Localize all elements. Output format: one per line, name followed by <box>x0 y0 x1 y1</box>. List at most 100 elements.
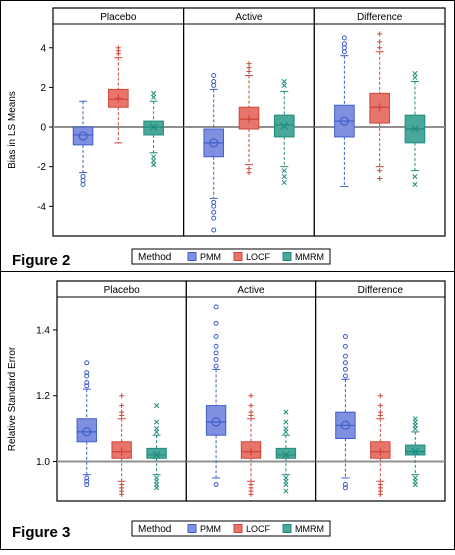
box-body <box>205 405 227 436</box>
panel-header-label: Placebo <box>100 12 137 23</box>
figure-label: Figure 3 <box>12 524 70 541</box>
outlier-point <box>377 39 383 45</box>
outlier-point <box>342 343 348 349</box>
outlier-point <box>377 409 383 415</box>
outlier-point <box>377 403 383 409</box>
box-mmrm-active <box>273 78 295 186</box>
y-tick-label: 1.0 <box>36 457 50 468</box>
box-mmrm-placebo <box>143 90 164 168</box>
mean-marker <box>411 447 420 456</box>
outlier-point <box>119 409 125 415</box>
outlier-point <box>342 482 348 488</box>
outlier-point <box>211 73 217 79</box>
outlier-point <box>342 333 348 339</box>
outlier-point <box>341 35 347 41</box>
outlier-point <box>119 393 125 399</box>
legend-title: Method <box>138 252 171 263</box>
outlier-point <box>213 343 219 349</box>
outlier-point <box>151 90 157 96</box>
mean-marker <box>114 94 123 103</box>
mean-marker <box>209 138 219 148</box>
outlier-point <box>211 209 217 215</box>
outlier-point <box>84 373 90 379</box>
box-locf-active <box>238 61 260 176</box>
box-body <box>275 447 297 459</box>
legend-swatch-mmrm <box>282 524 292 533</box>
legend-swatch-locf <box>233 252 243 261</box>
box-locf-difference <box>369 31 390 182</box>
y-tick-label: 2 <box>40 83 46 94</box>
outlier-point <box>281 179 287 186</box>
outlier-point <box>342 373 348 379</box>
panel-header-label: Difference <box>358 285 404 296</box>
box-pmm-difference <box>334 35 355 187</box>
outlier-point <box>119 491 125 497</box>
outlier-point <box>342 360 348 366</box>
outlier-point <box>246 61 252 67</box>
outlier-point <box>151 162 157 168</box>
mean-marker <box>117 447 126 456</box>
outlier-point <box>283 419 289 425</box>
y-tick-label: 0 <box>40 123 46 134</box>
outlier-point <box>84 360 90 366</box>
y-tick-label: -2 <box>37 162 46 173</box>
mean-marker <box>375 103 384 112</box>
mean-marker <box>376 447 385 456</box>
panel-frame <box>52 7 185 237</box>
box-locf-active <box>240 393 262 497</box>
legend-swatch-pmm <box>187 252 197 261</box>
outlier-point <box>80 181 86 187</box>
outlier-point <box>377 393 383 399</box>
legend: Method PMM LOCF MMRM <box>131 520 331 537</box>
outlier-point <box>281 174 287 180</box>
mean-marker <box>280 122 289 130</box>
outlier-point <box>211 203 217 209</box>
panel-header-label: Active <box>237 285 265 296</box>
box-locf-placebo <box>111 393 132 497</box>
box-mmrm-placebo <box>146 403 167 491</box>
box-mmrm-difference <box>405 416 426 488</box>
box-pmm-placebo <box>76 360 97 488</box>
figure-label: Figure 2 <box>12 252 70 269</box>
legend: Method PMM LOCF MMRM <box>131 248 331 265</box>
outlier-point <box>213 357 219 363</box>
box-locf-placebo <box>108 45 129 144</box>
box-pmm-placebo <box>72 100 94 187</box>
box-body <box>72 126 94 146</box>
outlier-point <box>84 383 90 389</box>
outlier-point <box>154 419 160 425</box>
legend-label-pmm: PMM <box>200 524 221 534</box>
outlier-point <box>248 393 254 399</box>
outlier-point <box>377 176 383 182</box>
outlier-point <box>213 363 219 369</box>
outlier-point <box>248 403 254 409</box>
outlier-point <box>154 485 160 491</box>
panel-frame <box>185 280 317 502</box>
y-tick-label: 1.4 <box>36 325 50 336</box>
panel-frame <box>56 280 187 502</box>
outlier-point <box>377 168 383 174</box>
legend-label-pmm: PMM <box>200 252 221 262</box>
outlier-point <box>84 482 90 488</box>
outlier-point <box>283 488 289 494</box>
legend-swatch-pmm <box>187 524 197 533</box>
panel-header-label: Active <box>235 12 263 23</box>
mean-marker <box>149 123 158 131</box>
outlier-point <box>248 491 254 497</box>
outlier-point <box>84 478 90 484</box>
outlier-point <box>84 370 90 376</box>
outlier-point <box>211 215 217 221</box>
mean-marker <box>339 116 349 126</box>
outlier-point <box>412 70 418 77</box>
y-tick-label: -4 <box>37 202 46 213</box>
outlier-point <box>283 426 289 432</box>
outlier-point <box>213 304 219 310</box>
outlier-point <box>342 366 348 372</box>
legend-title: Method <box>138 524 171 535</box>
y-tick-label: 4 <box>40 43 46 54</box>
box-mmrm-difference <box>404 70 426 188</box>
legend-label-mmrm: MMRM <box>295 524 324 534</box>
legend-label-locf: LOCF <box>246 252 271 262</box>
